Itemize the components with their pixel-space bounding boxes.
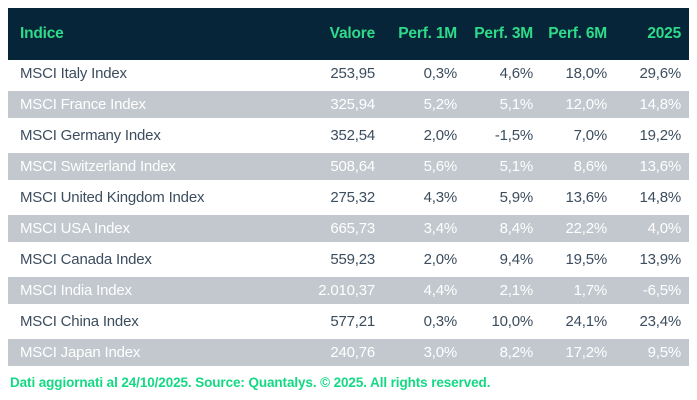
perf-3m-cell: 5,9%: [465, 182, 541, 215]
value-cell: 508,64: [283, 151, 383, 184]
perf-3m-cell: 10,0%: [465, 306, 541, 339]
perf-2025-cell: 9,5%: [615, 337, 689, 370]
table-row: MSCI Switzerland Index 508,64 5,6% 5,1% 8,6%…: [8, 151, 689, 184]
perf-3m-cell: 4,6%: [465, 60, 541, 91]
table-row: MSCI Japan Index 240,76 3,0% 8,2% 17,2% 9,5%: [8, 337, 689, 370]
perf-1m-cell: 3,4%: [383, 213, 465, 246]
index-name-cell: MSCI France Index: [8, 89, 283, 122]
perf-6m-cell: 1,7%: [541, 275, 615, 308]
perf-1m-cell: 0,3%: [383, 306, 465, 339]
table-header-row: Indice Valore Perf. 1M Perf. 3M Perf. 6M…: [8, 8, 689, 60]
value-cell: 275,32: [283, 182, 383, 215]
value-cell: 325,94: [283, 89, 383, 122]
perf-2025-cell: -6,5%: [615, 275, 689, 308]
value-cell: 559,23: [283, 244, 383, 277]
perf-1m-cell: 3,0%: [383, 337, 465, 370]
column-header-indice: Indice: [8, 8, 283, 60]
index-name-cell: MSCI Germany Index: [8, 120, 283, 153]
perf-6m-cell: 22,2%: [541, 213, 615, 246]
perf-2025-cell: 14,8%: [615, 182, 689, 215]
perf-6m-cell: 12,0%: [541, 89, 615, 122]
perf-6m-cell: 18,0%: [541, 60, 615, 91]
index-name-cell: MSCI USA Index: [8, 213, 283, 246]
value-cell: 253,95: [283, 60, 383, 91]
table-row: MSCI Italy Index 253,95 0,3% 4,6% 18,0% 29,6%: [8, 60, 689, 91]
perf-3m-cell: 9,4%: [465, 244, 541, 277]
perf-3m-cell: 8,2%: [465, 337, 541, 370]
value-cell: 665,73: [283, 213, 383, 246]
table-row: MSCI USA Index 665,73 3,4% 8,4% 22,2% 4,0%: [8, 213, 689, 246]
perf-3m-cell: 2,1%: [465, 275, 541, 308]
column-header-valore: Valore: [283, 8, 383, 60]
perf-1m-cell: 0,3%: [383, 60, 465, 91]
index-name-cell: MSCI Switzerland Index: [8, 151, 283, 184]
perf-3m-cell: 5,1%: [465, 151, 541, 184]
perf-1m-cell: 4,4%: [383, 275, 465, 308]
perf-3m-cell: 8,4%: [465, 213, 541, 246]
market-indices-widget: Indice Valore Perf. 1M Perf. 3M Perf. 6M…: [8, 8, 689, 390]
perf-3m-cell: -1,5%: [465, 120, 541, 153]
perf-1m-cell: 2,0%: [383, 244, 465, 277]
table-body: MSCI Italy Index 253,95 0,3% 4,6% 18,0% 29,6%…: [8, 60, 689, 370]
column-header-perf-3m: Perf. 3M: [465, 8, 541, 60]
column-header-perf-1m: Perf. 1M: [383, 8, 465, 60]
value-cell: 2.010,37: [283, 275, 383, 308]
column-header-perf-6m: Perf. 6M: [541, 8, 615, 60]
index-name-cell: MSCI India Index: [8, 275, 283, 308]
perf-1m-cell: 5,6%: [383, 151, 465, 184]
perf-2025-cell: 29,6%: [615, 60, 689, 91]
perf-6m-cell: 19,5%: [541, 244, 615, 277]
footer-note: Dati aggiornati al 24/10/2025. Source: Q…: [10, 375, 491, 390]
table-row: MSCI China Index 577,21 0,3% 10,0% 24,1% 23,4…: [8, 306, 689, 339]
perf-1m-cell: 2,0%: [383, 120, 465, 153]
perf-2025-cell: 14,8%: [615, 89, 689, 122]
perf-1m-cell: 5,2%: [383, 89, 465, 122]
table-row: MSCI India Index 2.010,37 4,4% 2,1% 1,7% -6,5…: [8, 275, 689, 308]
table-row: MSCI France Index 325,94 5,2% 5,1% 12,0% 14,8…: [8, 89, 689, 122]
value-cell: 240,76: [283, 337, 383, 370]
perf-6m-cell: 7,0%: [541, 120, 615, 153]
column-header-2025: 2025: [615, 8, 689, 60]
indices-table: Indice Valore Perf. 1M Perf. 3M Perf. 6M…: [8, 8, 689, 370]
index-name-cell: MSCI Japan Index: [8, 337, 283, 370]
perf-6m-cell: 13,6%: [541, 182, 615, 215]
table-row: MSCI Germany Index 352,54 2,0% -1,5% 7,0% 19,…: [8, 120, 689, 153]
index-name-cell: MSCI Italy Index: [8, 60, 283, 91]
perf-2025-cell: 19,2%: [615, 120, 689, 153]
value-cell: 577,21: [283, 306, 383, 339]
index-name-cell: MSCI United Kingdom Index: [8, 182, 283, 215]
perf-6m-cell: 17,2%: [541, 337, 615, 370]
perf-3m-cell: 5,1%: [465, 89, 541, 122]
perf-6m-cell: 8,6%: [541, 151, 615, 184]
perf-2025-cell: 23,4%: [615, 306, 689, 339]
perf-2025-cell: 13,9%: [615, 244, 689, 277]
value-cell: 352,54: [283, 120, 383, 153]
table-row: MSCI Canada Index 559,23 2,0% 9,4% 19,5% 13,9…: [8, 244, 689, 277]
table-row: MSCI United Kingdom Index 275,32 4,3% 5,9% 1…: [8, 182, 689, 215]
perf-1m-cell: 4,3%: [383, 182, 465, 215]
index-name-cell: MSCI China Index: [8, 306, 283, 339]
perf-2025-cell: 13,6%: [615, 151, 689, 184]
perf-2025-cell: 4,0%: [615, 213, 689, 246]
index-name-cell: MSCI Canada Index: [8, 244, 283, 277]
perf-6m-cell: 24,1%: [541, 306, 615, 339]
